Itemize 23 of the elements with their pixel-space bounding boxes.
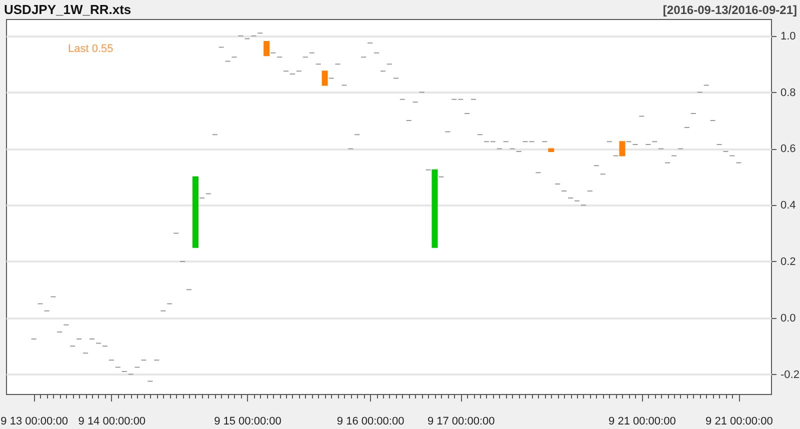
x-tick-label: 9 21 00:00:00 xyxy=(608,416,676,428)
chart-title: USDJPY_1W_RR.xts xyxy=(4,2,132,17)
candlestick xyxy=(264,41,270,56)
y-tick-label: 0.2 xyxy=(780,256,796,268)
candlestick xyxy=(619,141,626,156)
x-tick-label: 9 14 00:00:00 xyxy=(78,416,146,428)
chart-subtitle: [2016-09-13/2016-09-21] xyxy=(662,3,797,17)
x-tick-label: 9 17 00:00:00 xyxy=(427,416,495,428)
x-tick-label: 9 21 00:00:00 xyxy=(706,416,773,428)
x-tick-label: 9 13 00:00:00 xyxy=(0,416,68,428)
x-tick-label: 9 16 00:00:00 xyxy=(336,416,404,428)
y-tick-label: 1.0 xyxy=(780,30,796,42)
candlestick xyxy=(548,148,554,152)
y-tick-label: 0.4 xyxy=(780,200,796,212)
y-tick-label: 0.6 xyxy=(780,143,796,156)
y-tick-label: 0.0 xyxy=(780,312,796,324)
candlestick xyxy=(192,176,198,248)
annotation: Last 0.55 xyxy=(68,43,114,55)
candlestick xyxy=(432,169,438,248)
y-tick-label: -0.2 xyxy=(780,368,800,381)
y-tick-label: 0.8 xyxy=(780,86,796,99)
candlestick xyxy=(322,70,328,86)
x-tick-label: 9 15 00:00:00 xyxy=(214,416,282,428)
